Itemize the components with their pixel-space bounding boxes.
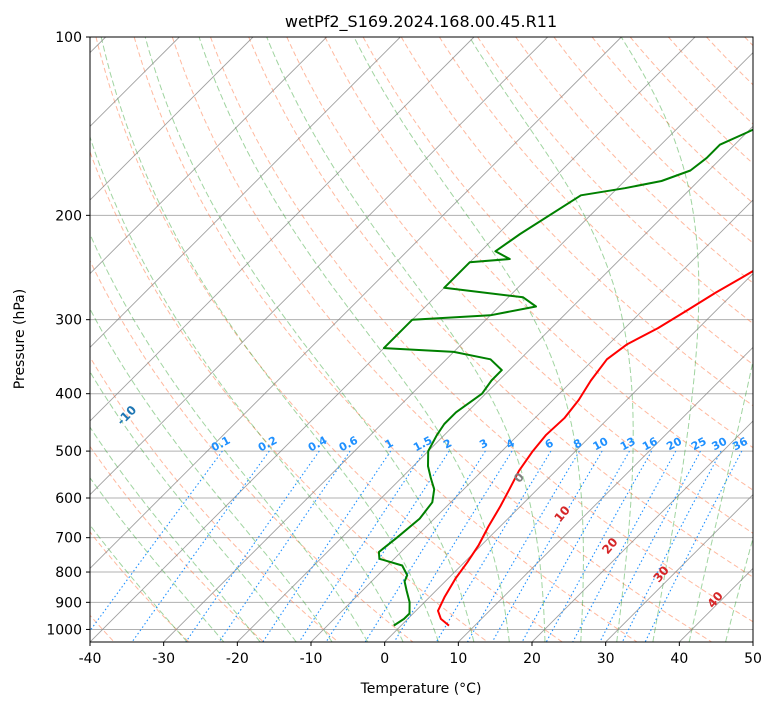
y-tick-label: 800 [55, 565, 82, 581]
y-tick-label: 900 [55, 595, 82, 611]
x-tick-label: 0 [380, 651, 389, 667]
x-tick-label: 40 [670, 651, 688, 667]
x-tick-label: -20 [226, 651, 249, 667]
x-tick-label: 20 [523, 651, 541, 667]
x-tick-label: -30 [152, 651, 175, 667]
y-tick-label: 400 [55, 387, 82, 403]
chart-title: wetPf2_S169.2024.168.00.45.R11 [285, 12, 557, 32]
y-tick-label: 500 [55, 444, 82, 460]
y-tick-label: 200 [55, 208, 82, 224]
x-tick-label: 50 [744, 651, 762, 667]
y-axis-label: Pressure (hPa) [12, 289, 28, 389]
x-axis-label: Temperature (°C) [360, 681, 482, 697]
x-tick-label: 10 [449, 651, 467, 667]
y-tick-label: 1000 [46, 622, 82, 638]
y-tick-label: 100 [55, 30, 82, 46]
y-tick-label: 700 [55, 531, 82, 547]
y-tick-label: 300 [55, 313, 82, 329]
x-tick-label: -10 [300, 651, 323, 667]
x-tick-label: 30 [597, 651, 615, 667]
y-tick-label: 600 [55, 491, 82, 507]
x-tick-label: -40 [79, 651, 102, 667]
